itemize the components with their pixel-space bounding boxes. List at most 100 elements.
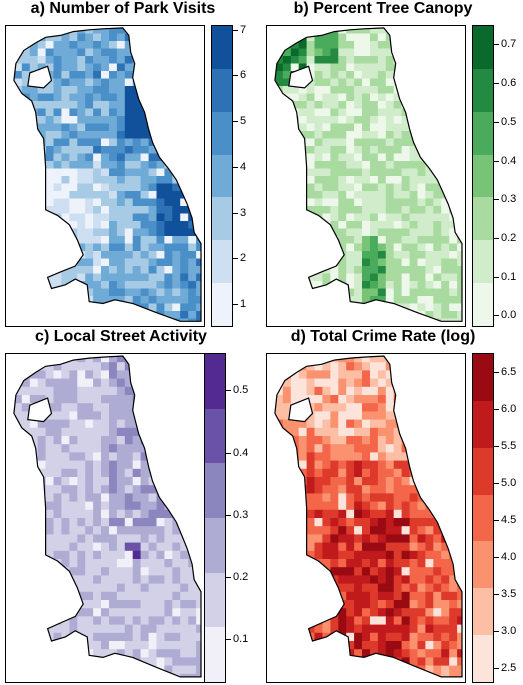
panel-c-colorbar-band bbox=[205, 626, 225, 682]
panel-a-tick-label: 3 bbox=[240, 206, 247, 219]
panel-b-excluded-area bbox=[288, 65, 314, 89]
panel-d-tick-mark bbox=[494, 482, 499, 484]
panel-a-tick-label: 6 bbox=[240, 69, 247, 82]
panel-c-tick-mark bbox=[226, 390, 231, 392]
panel-c-tick-label: 0.4 bbox=[233, 446, 249, 459]
panel-c-excluded-area bbox=[27, 397, 53, 423]
panel-d-tick-mark bbox=[494, 668, 499, 670]
panel-d-tick-label: 4.0 bbox=[501, 550, 517, 563]
panel-c-tick-mark bbox=[226, 577, 231, 579]
panel-d-colorbar-band bbox=[473, 634, 493, 682]
panel-d-tick-label: 6.0 bbox=[501, 402, 517, 415]
panel-b-city-boundary bbox=[274, 27, 463, 322]
panel-d-colorbar-band bbox=[473, 587, 493, 636]
panel-d-colorbar-band bbox=[473, 400, 493, 448]
panel-d-colorbar-band bbox=[473, 494, 493, 542]
panel-a-colorbar-band bbox=[212, 25, 232, 69]
panel-a-colorbar-band bbox=[212, 154, 232, 198]
panel-c-colorbar-band bbox=[205, 353, 225, 409]
panel-a-map-svg bbox=[13, 27, 202, 322]
panel-a-tick-mark bbox=[233, 29, 238, 31]
panel-a-colorbar bbox=[211, 25, 233, 327]
panel-a-colorbar-band bbox=[212, 239, 232, 284]
panel-c-title: c) Local Street Activity bbox=[35, 328, 207, 345]
panel-a-excluded-area bbox=[27, 65, 53, 89]
panel-d-tick-mark bbox=[494, 371, 499, 373]
panel-c-colorbar-band bbox=[205, 517, 225, 573]
panel-d-tick-mark bbox=[494, 631, 499, 633]
panel-a-colorbar-band bbox=[212, 68, 232, 112]
panel-c-tick-label: 0.3 bbox=[233, 508, 249, 521]
panel-d-colorbar-band bbox=[473, 447, 493, 495]
panel-b-tick-mark bbox=[494, 199, 499, 201]
panel-b-tick-mark bbox=[494, 315, 499, 317]
panel-c-tick-label: 0.2 bbox=[233, 571, 249, 584]
panel-b-colorbar-band bbox=[473, 239, 493, 284]
panel-d-tick-mark bbox=[494, 408, 499, 410]
panel-c-tick-mark bbox=[226, 514, 231, 516]
panel-a-colorbar-band bbox=[212, 282, 232, 326]
panel-b-colorbar-band bbox=[473, 154, 493, 198]
panel-a-tick-mark bbox=[233, 212, 238, 214]
panel-b-tick-mark bbox=[494, 83, 499, 85]
panel-a-map bbox=[5, 25, 205, 327]
panel-a-city-boundary bbox=[13, 27, 202, 322]
panel-c-colorbar bbox=[204, 353, 226, 683]
panel-a-tick-mark bbox=[233, 166, 238, 168]
panel-d-tick-label: 5.0 bbox=[501, 476, 517, 489]
panel-a-tick-mark bbox=[233, 121, 238, 123]
panel-b-colorbar-band bbox=[473, 196, 493, 241]
panel-c-city-boundary bbox=[13, 355, 202, 678]
panel-c-tick-label: 0.5 bbox=[233, 384, 249, 397]
panel-c-colorbar-band bbox=[205, 408, 225, 464]
panel-d-excluded-area bbox=[288, 397, 314, 423]
panel-c-tick-label: 0.1 bbox=[233, 633, 249, 646]
panel-a-tick-mark bbox=[233, 304, 238, 306]
panel-c-colorbar-band bbox=[205, 572, 225, 628]
panel-d-colorbar bbox=[472, 353, 494, 683]
panel-a-tick-label: 5 bbox=[240, 115, 247, 128]
panel-b-tick-label: 0.3 bbox=[501, 193, 517, 206]
panel-b-tick-label: 0.2 bbox=[501, 231, 517, 244]
panel-b-tick-label: 0.7 bbox=[501, 38, 517, 51]
panel-d-tick-label: 3.5 bbox=[501, 588, 517, 600]
panel-d-tick-label: 5.5 bbox=[501, 439, 517, 452]
panel-a-colorbar-band bbox=[212, 111, 232, 155]
panel-d-title: d) Total Crime Rate (log) bbox=[290, 328, 476, 345]
panel-d-tick-mark bbox=[494, 556, 499, 558]
panel-b-colorbar-band bbox=[473, 25, 493, 69]
panel-d-colorbar-band bbox=[473, 540, 493, 589]
panel-a-tick-mark bbox=[233, 75, 238, 77]
panel-d-tick-mark bbox=[494, 519, 499, 521]
panel-b-tick-label: 0.5 bbox=[501, 115, 517, 128]
panel-b-map-svg bbox=[274, 27, 463, 322]
panel-a-tick-mark bbox=[233, 258, 238, 260]
panel-b-tick-label: 0.4 bbox=[501, 154, 517, 167]
panel-b-tick-mark bbox=[494, 160, 499, 162]
panel-b-tick-label: 0.1 bbox=[501, 270, 517, 283]
panel-c-map-svg bbox=[13, 355, 202, 678]
panel-d-tick-label: 4.5 bbox=[501, 513, 517, 526]
panel-d-tick-label: 3.0 bbox=[501, 625, 517, 638]
panel-c-map bbox=[5, 353, 205, 683]
panel-a-tick-label: 7 bbox=[240, 23, 247, 36]
panel-d-city-boundary bbox=[274, 355, 463, 678]
panel-c-colorbar-band bbox=[205, 462, 225, 518]
panel-d-tick-label: 2.5 bbox=[501, 662, 517, 675]
panel-a-colorbar-band bbox=[212, 196, 232, 241]
panel-d-map-svg bbox=[274, 355, 463, 678]
panel-d-tick-label: 6.5 bbox=[501, 365, 517, 378]
panel-c-tick-mark bbox=[226, 639, 231, 641]
panel-d-tick-mark bbox=[494, 594, 499, 595]
panel-d-tick-mark bbox=[494, 445, 499, 447]
panel-b-title: b) Percent Tree Canopy bbox=[293, 0, 473, 17]
panel-b-map bbox=[266, 25, 466, 327]
panel-b-colorbar-band bbox=[473, 282, 493, 326]
panel-b-tick-mark bbox=[494, 237, 499, 239]
panel-a-tick-label: 1 bbox=[240, 298, 247, 311]
panel-b-tick-mark bbox=[494, 121, 499, 123]
panel-a-tick-label: 4 bbox=[240, 160, 247, 173]
panel-d-map bbox=[266, 353, 466, 683]
panel-b-colorbar-band bbox=[473, 111, 493, 155]
panel-c-tick-mark bbox=[226, 452, 231, 454]
